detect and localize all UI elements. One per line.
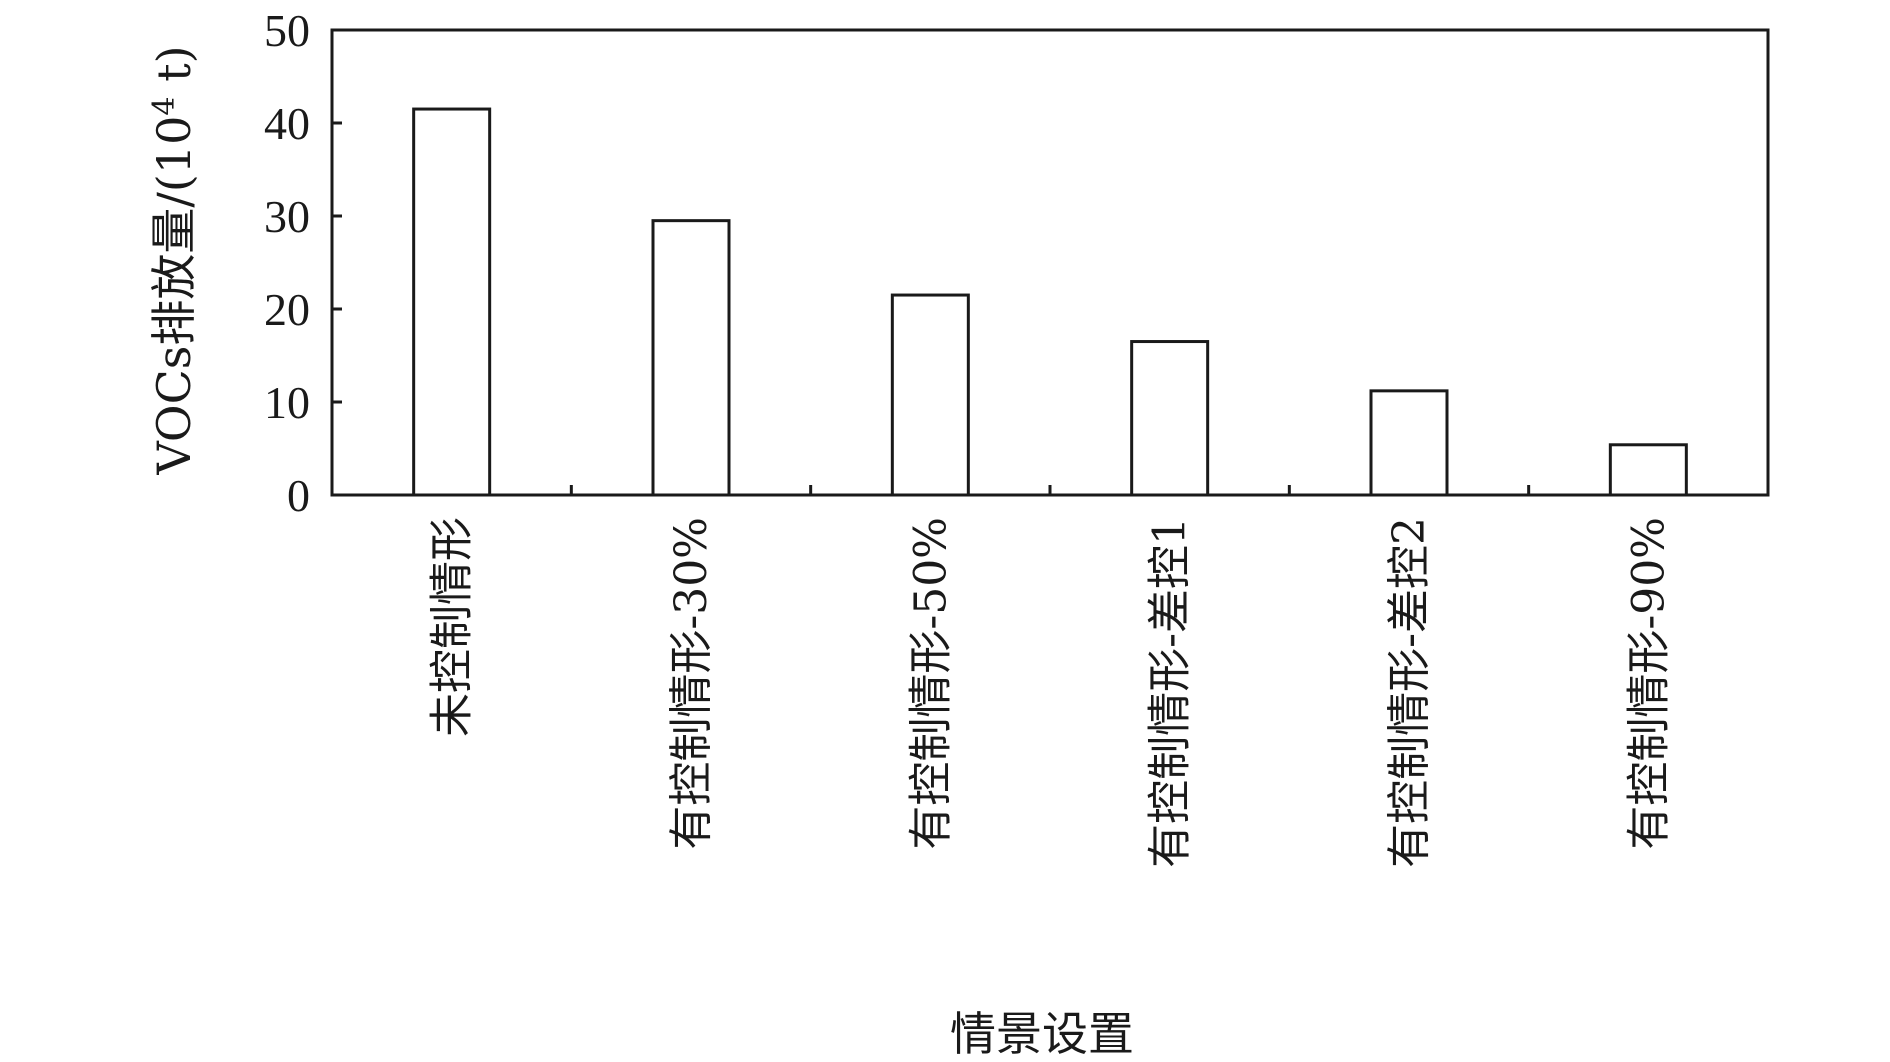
y-axis-title-superscript: 4 — [147, 97, 182, 116]
x-tick-labels-group: 未控制情形 有控制情形-30% 有控制情形-50% 有控制情形-差控1 有控制情形-差控… — [427, 517, 1675, 868]
bar-6 — [1608, 443, 1688, 497]
y-axis-title: VOCs排放量/(104 t) — [147, 45, 201, 475]
bar-1 — [412, 107, 492, 497]
y-tick-label: 50 — [264, 5, 310, 56]
y-axis-title-prefix: VOCs排放量/(10 — [147, 116, 201, 476]
x-ticks-group — [569, 485, 1531, 495]
y-tick-label: 20 — [264, 284, 310, 335]
bar-2 — [651, 219, 731, 497]
y-tick-label: 10 — [264, 377, 310, 428]
bar-5 — [1369, 389, 1449, 497]
x-axis-title: 情景设置 — [950, 1007, 1134, 1061]
x-tick-label: 有控制情形-30% — [666, 517, 717, 850]
bar-4 — [1130, 340, 1210, 497]
bars-group — [412, 107, 1688, 497]
y-tick-label: 0 — [287, 470, 310, 521]
x-tick-label: 未控制情形 — [427, 517, 478, 737]
y-tick-label: 40 — [264, 98, 310, 149]
plot-frame — [330, 28, 1770, 497]
y-axis-title-suffix: t) — [147, 45, 201, 96]
x-tick-label: 有控制情形-50% — [905, 517, 956, 850]
y-ticks-group: 0 10 20 30 40 50 — [264, 5, 342, 521]
x-tick-label: 有控制情形-90% — [1623, 517, 1674, 850]
x-tick-label: 有控制情形-差控1 — [1145, 517, 1196, 868]
x-tick-label: 有控制情形-差控2 — [1384, 517, 1435, 868]
bar-3 — [890, 293, 970, 497]
y-tick-label: 30 — [264, 191, 310, 242]
